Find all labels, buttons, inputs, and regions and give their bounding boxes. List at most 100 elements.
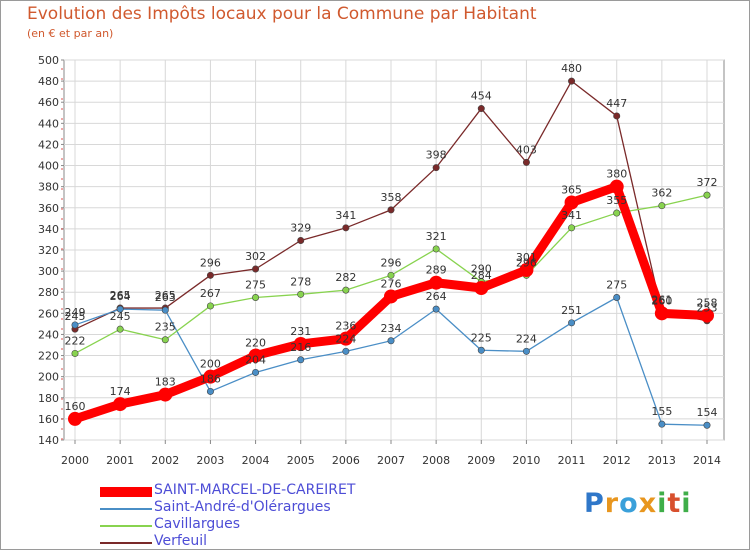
data-label: 236 [335,320,356,333]
data-point [429,275,444,290]
y-tick-label: 500 [38,54,59,67]
data-point [68,411,82,426]
data-point [384,289,398,304]
data-label: 403 [516,143,537,156]
y-tick-label: 260 [38,307,59,320]
data-label: 365 [561,184,582,197]
y-tick-label: 320 [38,244,59,257]
data-label: 329 [290,222,311,235]
y-tick-label: 280 [38,286,59,299]
data-label: 296 [200,256,221,269]
data-point [477,105,485,113]
data-label: 225 [471,331,492,344]
data-point [252,265,260,273]
data-point [252,368,260,376]
y-tick-label: 360 [38,202,59,215]
logo-letter: o [619,488,639,519]
data-point [71,321,79,329]
data-point [342,286,350,294]
logo-letter: P [584,488,605,519]
legend-swatch [100,525,152,527]
data-label: 251 [561,304,582,317]
data-point [387,271,395,279]
data-label: 249 [65,306,86,319]
legend-label: Verfeuil [154,533,208,549]
x-tick-label: 2014 [693,454,721,467]
data-label: 224 [335,332,356,345]
data-point [568,224,576,232]
y-tick-label: 400 [38,160,59,173]
data-label: 264 [426,290,447,303]
y-tick-label: 220 [38,350,59,363]
data-point [654,306,669,321]
x-tick-label: 2001 [106,454,134,467]
data-label: 183 [155,376,176,389]
data-point [297,237,305,245]
data-point [477,346,485,354]
data-label: 267 [200,287,221,300]
data-point [432,164,440,172]
x-tick-label: 2011 [558,454,586,467]
data-label: 155 [651,405,672,418]
data-label: 321 [426,230,447,243]
data-label: 355 [606,194,627,207]
data-label: 275 [606,279,627,292]
data-point [203,369,218,384]
data-point [432,305,440,313]
data-label: 154 [697,406,718,419]
y-tick-label: 200 [38,371,59,384]
data-label: 480 [561,62,582,75]
data-label: 302 [245,250,266,263]
data-label: 265 [110,289,131,302]
data-label: 160 [65,400,86,413]
x-tick-label: 2002 [151,454,179,467]
x-tick-label: 2000 [61,454,89,467]
data-point [297,356,305,364]
data-label: 263 [155,291,176,304]
data-label: 245 [65,310,86,323]
x-tick-label: 2003 [196,454,224,467]
data-point [158,387,173,402]
data-label: 260 [651,294,672,307]
x-tick-label: 2013 [648,454,676,467]
y-tick-label: 160 [38,413,59,426]
data-point [700,308,714,323]
logo-letter: i [681,488,692,519]
data-point [613,209,621,217]
data-point [252,293,260,301]
y-tick-label: 380 [38,181,59,194]
x-tick-label: 2005 [287,454,315,467]
legend-label: SAINT-MARCEL-DE-CAREIRET [154,482,356,498]
data-label: 275 [245,279,266,292]
chart-title: Evolution des Impôts locaux pour la Comm… [27,4,537,24]
data-point [474,281,489,295]
data-point [522,347,530,355]
data-point [338,331,353,346]
x-tick-label: 2009 [467,454,495,467]
data-label: 261 [651,293,672,306]
data-point [613,112,621,120]
data-label: 454 [471,90,492,103]
data-label: 265 [155,289,176,302]
data-point [703,191,711,199]
data-label: 290 [471,263,492,276]
logo-letter: x [638,488,658,519]
legend-label: Saint-André-d'Olérargues [154,499,331,515]
x-tick-label: 2012 [603,454,631,467]
data-point [564,195,579,210]
data-label: 380 [606,168,627,181]
data-label: 222 [65,334,86,347]
logo-letter: r [604,488,620,519]
x-tick-label: 2010 [512,454,540,467]
data-point [342,224,350,232]
x-tick-label: 2008 [422,454,450,467]
data-label: 362 [651,187,672,200]
data-label: 278 [290,275,311,288]
data-point [432,245,440,253]
data-label: 289 [426,264,447,277]
y-tick-label: 480 [38,75,59,88]
data-label: 296 [516,256,537,269]
legend-swatch [100,508,152,510]
data-label: 301 [516,251,537,264]
data-point [568,319,576,327]
